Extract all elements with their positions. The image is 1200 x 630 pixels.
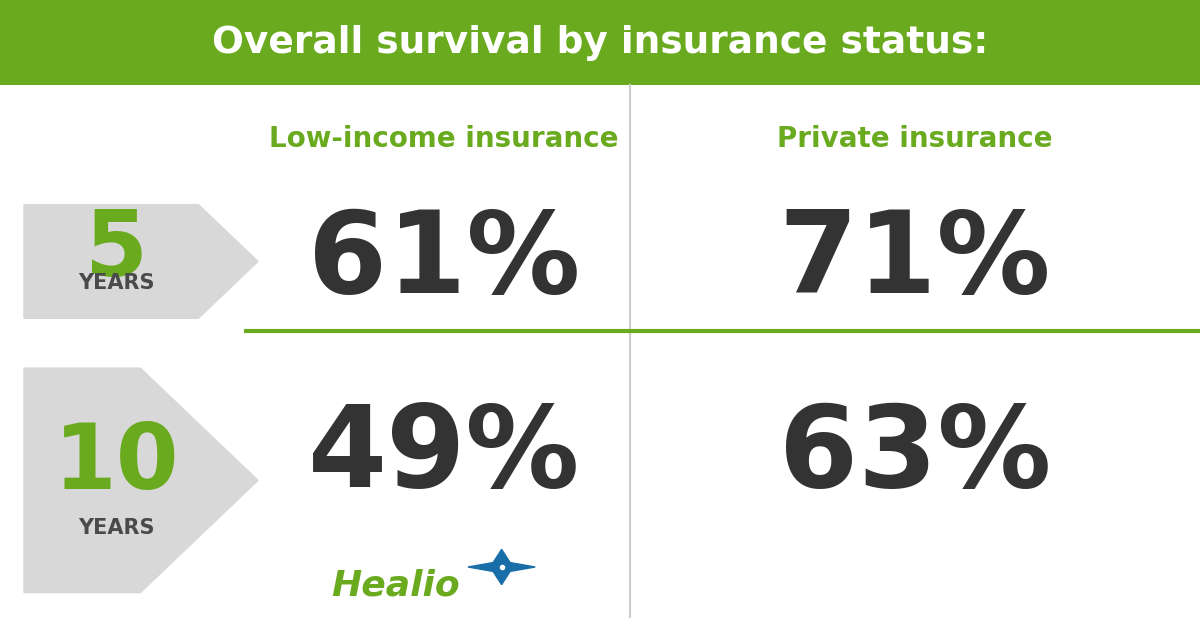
Text: 61%: 61% [308, 206, 580, 317]
Text: Healio: Healio [331, 569, 461, 603]
Text: 71%: 71% [779, 206, 1051, 317]
Text: 10: 10 [54, 420, 180, 508]
FancyBboxPatch shape [0, 0, 1200, 85]
Text: 5: 5 [85, 207, 149, 295]
Text: Overall survival by insurance status:: Overall survival by insurance status: [212, 25, 988, 60]
Polygon shape [24, 368, 258, 593]
Text: Private insurance: Private insurance [778, 125, 1052, 152]
Text: YEARS: YEARS [79, 273, 155, 293]
Text: 63%: 63% [779, 399, 1051, 511]
Text: YEARS: YEARS [79, 517, 155, 537]
Text: Low-income insurance: Low-income insurance [269, 125, 619, 152]
Polygon shape [468, 549, 535, 585]
Polygon shape [24, 205, 258, 318]
Text: 49%: 49% [308, 399, 580, 511]
